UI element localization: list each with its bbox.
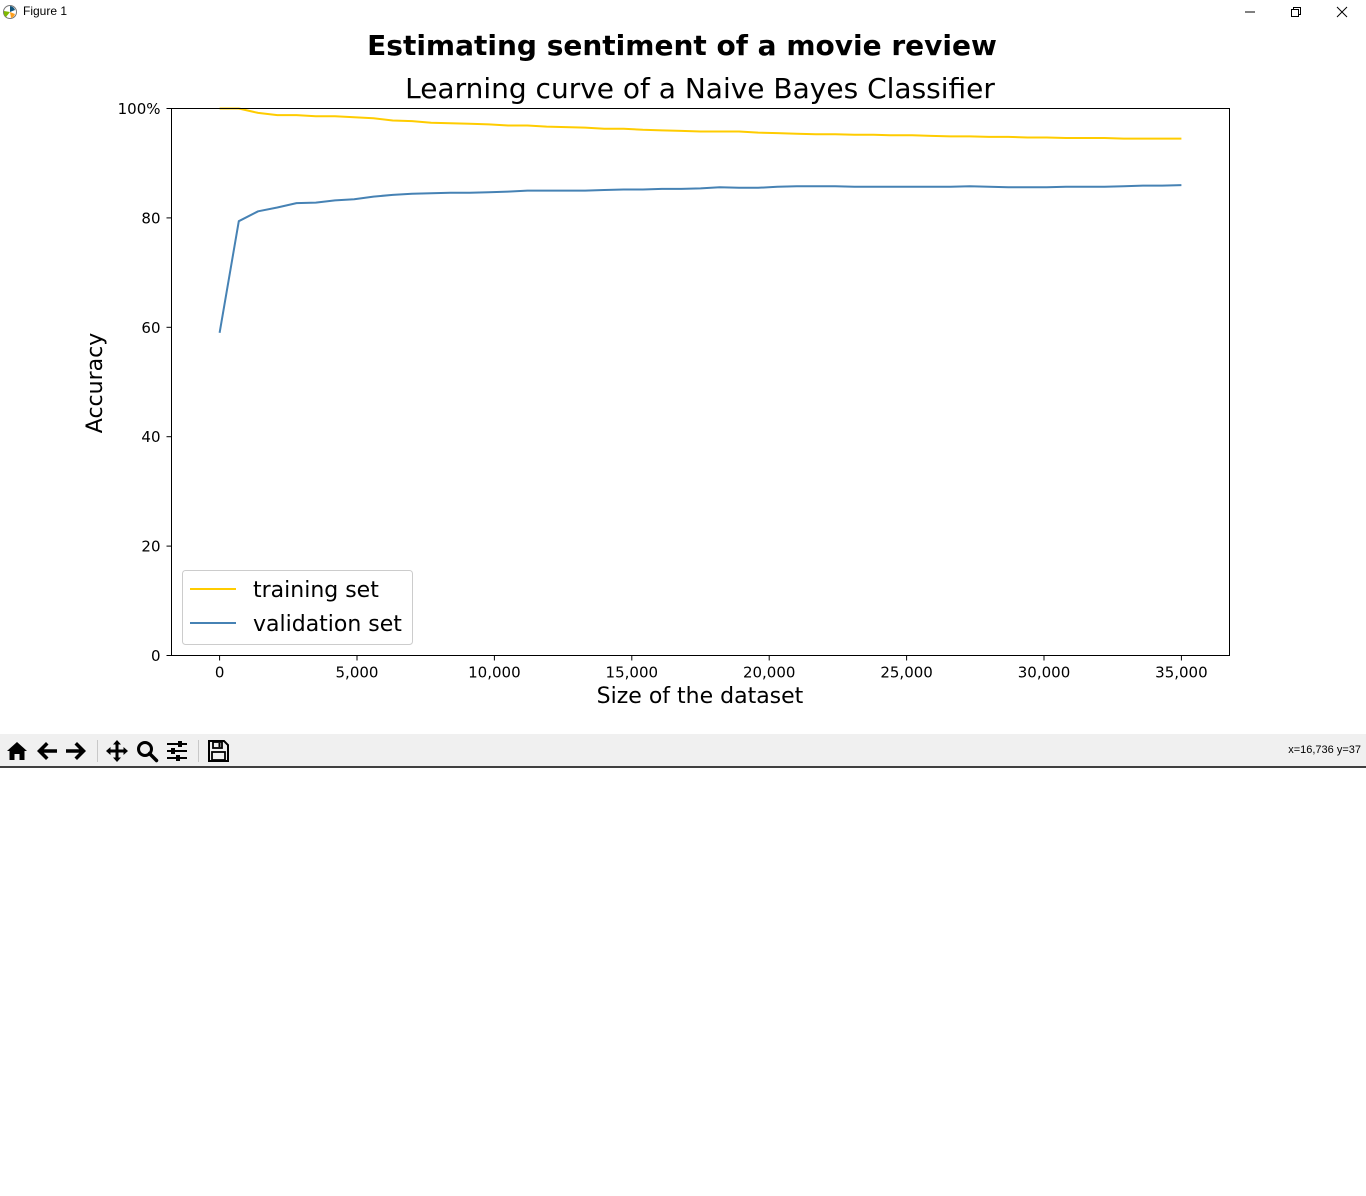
home-icon bbox=[7, 742, 27, 760]
learning-curve-chart: 0 5,000 10,000 15,000 20,000 25,000 30,000 35,0… bbox=[83, 100, 1230, 709]
forward-button[interactable] bbox=[62, 737, 90, 765]
legend-label-validation: validation set bbox=[253, 612, 402, 637]
x-tick-label: 10,000 bbox=[468, 664, 521, 682]
figure-suptitle: Estimating sentiment of a movie review bbox=[367, 29, 997, 62]
cursor-coordinates: x=16,736 y=37 bbox=[1288, 744, 1361, 756]
legend: training set validation set bbox=[182, 570, 413, 645]
axes-title: Learning curve of a Naive Bayes Classifi… bbox=[405, 72, 995, 105]
y-tick-label: 40 bbox=[141, 428, 160, 446]
restore-icon bbox=[1291, 7, 1301, 17]
x-tick-label: 20,000 bbox=[743, 664, 796, 682]
y-tick-label: 20 bbox=[141, 538, 160, 556]
x-tick-label: 35,000 bbox=[1155, 664, 1208, 682]
legend-frame bbox=[182, 570, 413, 645]
validation-set-line bbox=[218, 184, 1182, 333]
floppy-disk-icon bbox=[208, 740, 229, 762]
window-titlebar: Figure 1 bbox=[0, 0, 1366, 24]
move-icon bbox=[106, 740, 128, 762]
close-icon bbox=[1336, 6, 1348, 18]
magnifier-icon bbox=[137, 741, 159, 763]
axes-frame bbox=[171, 108, 1230, 656]
y-tick-label: 80 bbox=[141, 209, 160, 227]
toolbar-separator bbox=[97, 740, 98, 762]
configure-subplots-button[interactable] bbox=[163, 737, 191, 765]
window-title: Figure 1 bbox=[23, 4, 68, 18]
x-tick-label: 25,000 bbox=[880, 664, 933, 682]
close-button[interactable] bbox=[1319, 0, 1365, 24]
y-tick-label: 100% bbox=[118, 100, 161, 118]
y-tick-label: 60 bbox=[141, 319, 160, 337]
pan-button[interactable] bbox=[103, 737, 131, 765]
legend-label-training: training set bbox=[253, 578, 379, 603]
save-button[interactable] bbox=[204, 737, 232, 765]
x-tick-label: 5,000 bbox=[336, 664, 379, 682]
matplotlib-icon bbox=[3, 5, 17, 19]
x-tick-label: 30,000 bbox=[1018, 664, 1071, 682]
minimize-button[interactable] bbox=[1227, 0, 1273, 24]
home-button[interactable] bbox=[3, 737, 31, 765]
back-button[interactable] bbox=[33, 737, 61, 765]
navigation-toolbar: x=16,736 y=37 bbox=[0, 734, 1366, 768]
minimize-icon bbox=[1245, 11, 1255, 13]
restore-button[interactable] bbox=[1273, 0, 1319, 24]
arrow-right-icon bbox=[66, 742, 86, 760]
x-axis-label: Size of the dataset bbox=[597, 684, 804, 709]
x-tick-label: 0 bbox=[215, 664, 225, 682]
y-axis-label: Accuracy bbox=[83, 333, 108, 433]
y-tick-label: 0 bbox=[151, 647, 161, 665]
training-set-line bbox=[219, 107, 1182, 140]
arrow-left-icon bbox=[37, 742, 57, 760]
zoom-button[interactable] bbox=[133, 737, 161, 765]
toolbar-separator bbox=[198, 740, 199, 762]
x-tick-label: 15,000 bbox=[606, 664, 659, 682]
sliders-icon bbox=[167, 741, 187, 761]
